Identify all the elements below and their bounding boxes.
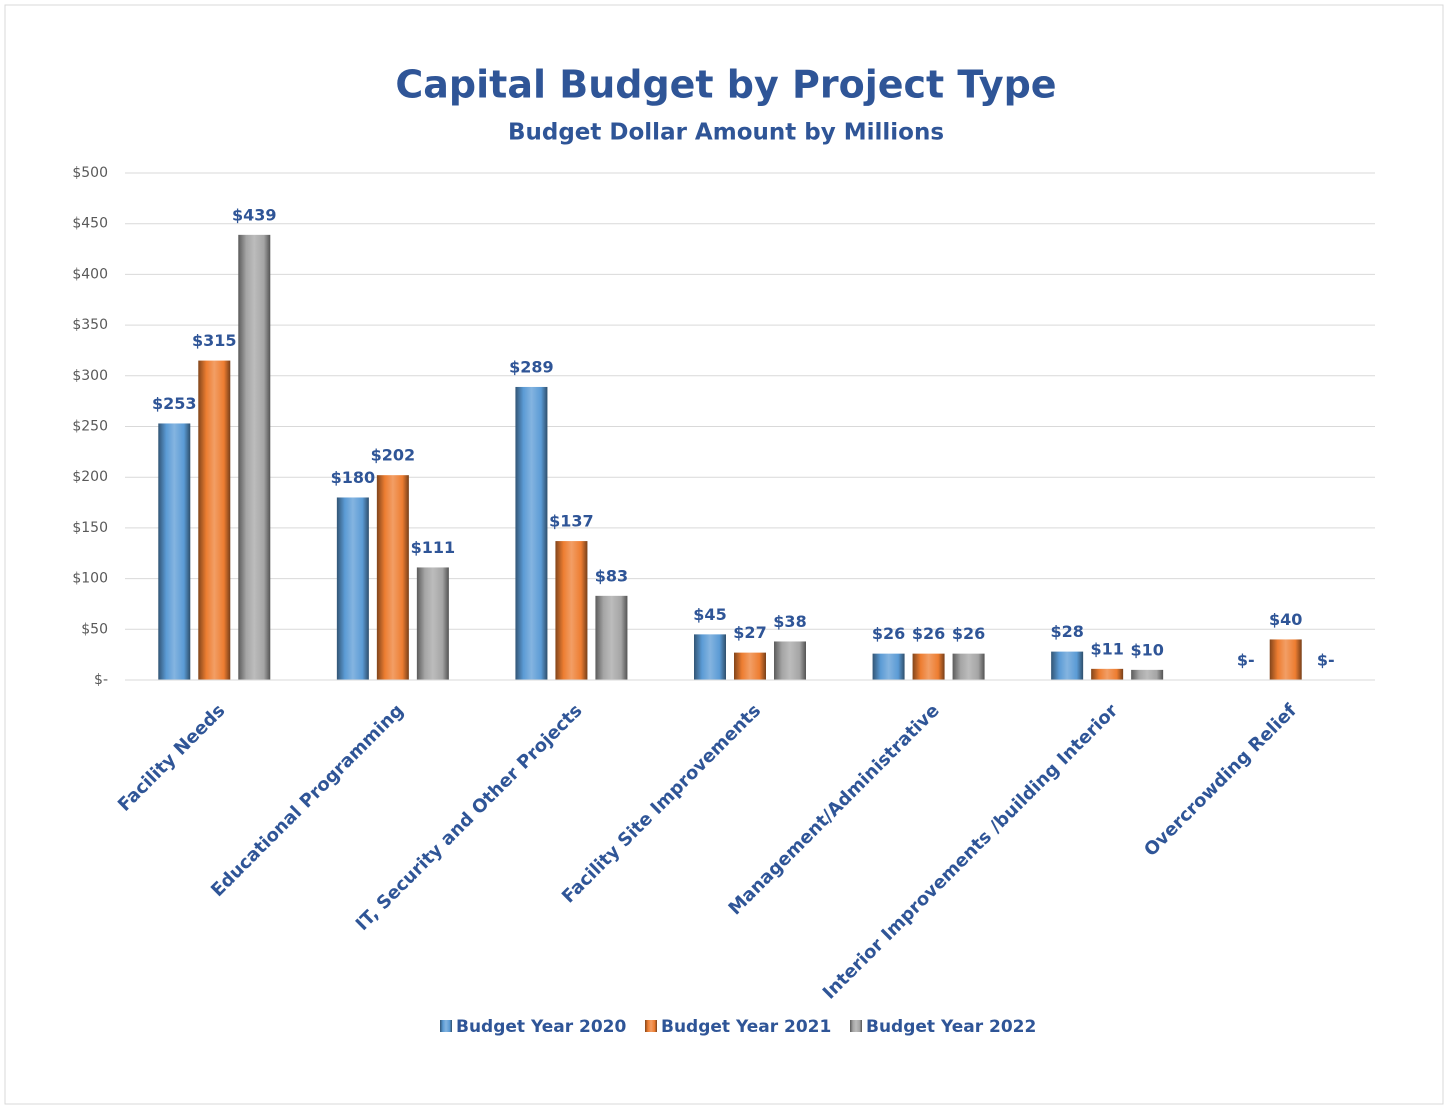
bar <box>1269 639 1302 680</box>
bar <box>872 653 905 680</box>
y-tick-label: $150 <box>72 520 108 536</box>
y-tick-label: $- <box>94 672 108 688</box>
bar <box>515 386 548 680</box>
bar <box>238 234 271 680</box>
data-label: $40 <box>1269 610 1302 629</box>
y-tick-label: $450 <box>72 216 108 232</box>
bar <box>912 653 945 680</box>
legend-label: Budget Year 2021 <box>661 1017 831 1037</box>
bar <box>555 541 588 680</box>
y-tick-label: $200 <box>72 469 108 485</box>
bar <box>774 641 806 680</box>
legend-swatch <box>645 1020 657 1032</box>
data-label: $315 <box>192 331 237 350</box>
data-label: $- <box>1317 651 1335 670</box>
y-tick-label: $300 <box>72 368 108 384</box>
bar <box>336 497 369 680</box>
y-tick-label: $250 <box>72 419 108 435</box>
y-tick-label: $500 <box>72 165 108 181</box>
data-label: $26 <box>872 624 905 643</box>
data-label: $180 <box>331 468 376 487</box>
data-label: $289 <box>509 357 554 376</box>
bar <box>416 567 449 680</box>
bar <box>952 653 985 680</box>
legend-label: Budget Year 2020 <box>456 1017 627 1037</box>
y-tick-label: $50 <box>81 621 108 637</box>
legend-label: Budget Year 2022 <box>866 1017 1036 1037</box>
data-label: $253 <box>152 394 197 413</box>
bar <box>158 423 191 680</box>
data-label: $111 <box>411 538 456 557</box>
chart-title: Capital Budget by Project Type <box>395 63 1056 107</box>
bar <box>198 360 231 680</box>
bar <box>1051 651 1084 680</box>
data-label: $28 <box>1050 622 1083 641</box>
data-label: $202 <box>371 446 416 465</box>
y-tick-label: $400 <box>72 266 108 282</box>
y-tick-label: $350 <box>72 317 108 333</box>
data-label: $83 <box>595 566 628 585</box>
bar <box>595 595 628 680</box>
bar <box>376 475 409 680</box>
y-tick-label: $100 <box>72 571 108 587</box>
data-label: $10 <box>1130 640 1163 659</box>
data-label: $45 <box>693 605 726 624</box>
bar <box>1091 668 1124 680</box>
data-label: $137 <box>549 512 594 531</box>
bar <box>734 652 766 680</box>
chart-subtitle: Budget Dollar Amount by Millions <box>508 120 944 146</box>
bar <box>1131 669 1164 680</box>
data-label: $26 <box>912 624 945 643</box>
data-label: $26 <box>952 624 985 643</box>
legend-swatch <box>440 1020 452 1032</box>
bar <box>694 634 726 680</box>
data-label: $27 <box>733 623 766 642</box>
data-label: $38 <box>773 612 806 631</box>
legend-swatch <box>850 1020 862 1032</box>
data-label: $439 <box>232 205 277 224</box>
data-label: $11 <box>1090 639 1123 658</box>
data-label: $- <box>1237 651 1255 670</box>
